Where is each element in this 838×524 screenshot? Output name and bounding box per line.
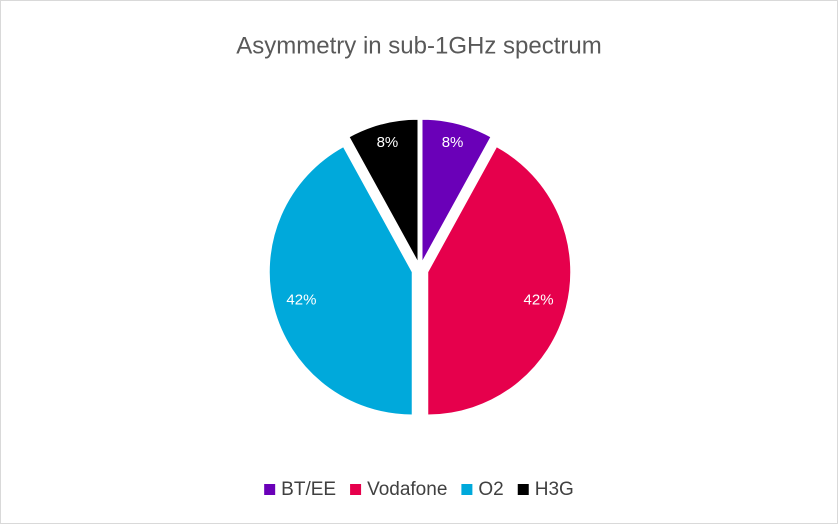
legend-swatch: [461, 484, 473, 495]
legend-label: Vodafone: [367, 479, 447, 500]
slice-label: 42%: [286, 291, 316, 308]
slice-label: 8%: [442, 134, 464, 151]
legend-label: BT/EE: [281, 479, 336, 500]
legend-swatch: [350, 484, 362, 495]
legend: BT/EE Vodafone O2 H3G: [264, 479, 574, 500]
slice-label: 42%: [524, 291, 554, 308]
legend-label: O2: [478, 479, 503, 500]
chart-title: Asymmetry in sub-1GHz spectrum: [236, 32, 601, 59]
legend-swatch: [517, 484, 529, 495]
pie-slice: [427, 145, 572, 416]
pie-slice: [421, 118, 492, 263]
pie-slice: [268, 145, 413, 416]
legend-swatch: [264, 484, 276, 495]
slice-label: 8%: [377, 134, 399, 151]
pie-slice: [348, 118, 419, 263]
legend-label: H3G: [535, 479, 574, 500]
